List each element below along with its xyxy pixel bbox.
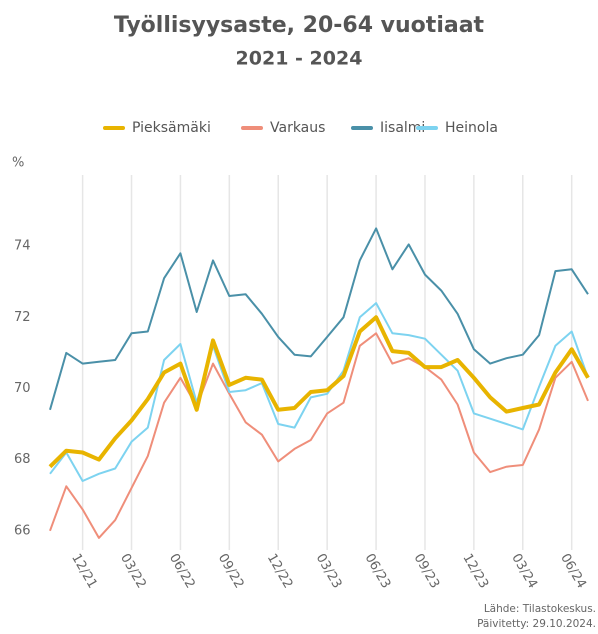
legend-label: Pieksämäki: [132, 120, 211, 136]
x-tick-label: 12/21: [68, 551, 100, 591]
x-tick-label: 12/23: [459, 551, 491, 591]
x-tick-label: 06/23: [362, 551, 394, 591]
series-line: [49, 332, 589, 539]
updated: Päivitetty: 29.10.2024.: [477, 618, 596, 630]
y-tick-label: 66: [14, 523, 31, 538]
x-tick-label: 06/22: [166, 551, 198, 591]
y-tick-label: 74: [14, 239, 31, 254]
legend-label: Heinola: [445, 120, 498, 136]
legend-label: Varkaus: [270, 120, 325, 136]
x-tick-label: 12/22: [264, 551, 296, 591]
x-tick-label: 03/24: [508, 551, 540, 591]
source: Lähde: Tilastokeskus.: [484, 603, 596, 615]
y-tick-label: 68: [14, 452, 31, 467]
y-tick-label: 72: [14, 310, 31, 325]
x-tick-label: 03/23: [313, 551, 345, 591]
x-tick-label: 09/22: [215, 551, 247, 591]
series-line: [48, 315, 590, 469]
x-tick-label: 09/23: [410, 551, 442, 591]
series-line: [49, 302, 589, 482]
y-tick-label: 70: [14, 381, 31, 396]
x-tick-label: 03/22: [117, 551, 149, 591]
chart-subtitle: 2021 - 2024: [236, 48, 363, 70]
x-tick-label: 06/24: [557, 551, 589, 591]
y-axis-label: %: [12, 156, 24, 171]
series-line: [49, 227, 589, 411]
chart-title: Työllisyysaste, 20-64 vuotiaat: [114, 13, 485, 38]
legend-label: Iisalmi: [380, 120, 425, 136]
